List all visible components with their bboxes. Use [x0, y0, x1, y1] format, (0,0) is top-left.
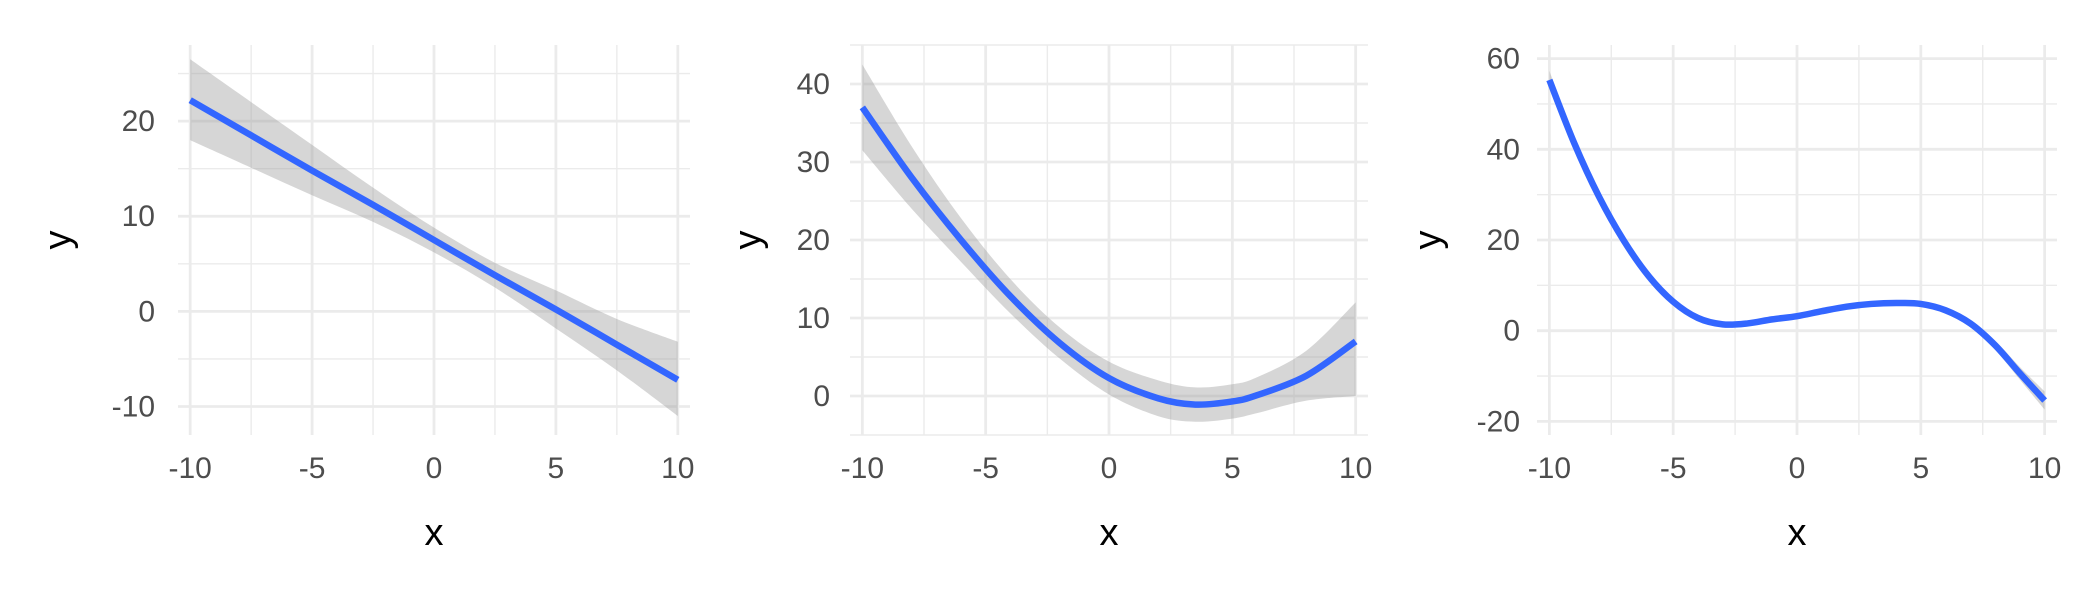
panel-1: -10 -5 0 5 10 -10 0 10 20 x y [37, 45, 694, 554]
y-tick-label: 40 [1487, 133, 1520, 166]
x-tick-label: 5 [1224, 452, 1241, 485]
x-tick-label: 0 [1789, 452, 1806, 485]
y-tick-label: 40 [797, 68, 830, 101]
y-tick-label: 30 [797, 146, 830, 179]
panel-2: -10 -5 0 5 10 0 10 20 30 40 x y [727, 44, 1372, 554]
x-tick-label: 10 [1339, 452, 1372, 485]
fit-line [859, 105, 1358, 408]
x-tick-label: 5 [548, 452, 565, 485]
x-tick-label: -5 [1660, 452, 1687, 485]
y-axis-title: y [1407, 231, 1449, 250]
x-tick-label: -10 [1528, 452, 1571, 485]
fit-line [1546, 78, 2048, 403]
y-tick-label: 10 [122, 200, 155, 233]
x-tick-label: -5 [972, 452, 999, 485]
y-axis-title: y [37, 231, 79, 250]
x-tick-label: 5 [1912, 452, 1929, 485]
panel-3: -10 -5 0 5 10 -20 0 20 40 60 x y [1407, 43, 2061, 554]
y-tick-label: 20 [797, 224, 830, 257]
x-axis-title: x [1100, 512, 1119, 554]
gridlines [850, 44, 1368, 436]
y-tick-label: 0 [1503, 315, 1520, 348]
x-tick-label: 0 [1101, 452, 1118, 485]
y-tick-label: 20 [1487, 224, 1520, 257]
y-tick-label: 0 [813, 380, 830, 413]
y-tick-label: -10 [112, 390, 155, 423]
x-tick-label: 0 [426, 452, 443, 485]
fit-line [188, 97, 680, 383]
y-tick-label: 60 [1487, 43, 1520, 76]
y-tick-label: 10 [797, 302, 830, 335]
x-tick-label: 10 [661, 452, 694, 485]
x-tick-label: 10 [2028, 452, 2061, 485]
y-tick-label: 20 [122, 105, 155, 138]
x-axis-title: x [425, 512, 444, 554]
gridlines [178, 45, 690, 435]
x-axis-title: x [1788, 512, 1807, 554]
y-tick-label: -20 [1477, 405, 1520, 438]
y-tick-label: 0 [138, 295, 155, 328]
x-tick-label: -5 [299, 452, 326, 485]
gridlines [1537, 45, 2057, 435]
y-axis-title: y [727, 231, 769, 250]
x-tick-label: -10 [169, 452, 212, 485]
x-tick-label: -10 [841, 452, 884, 485]
